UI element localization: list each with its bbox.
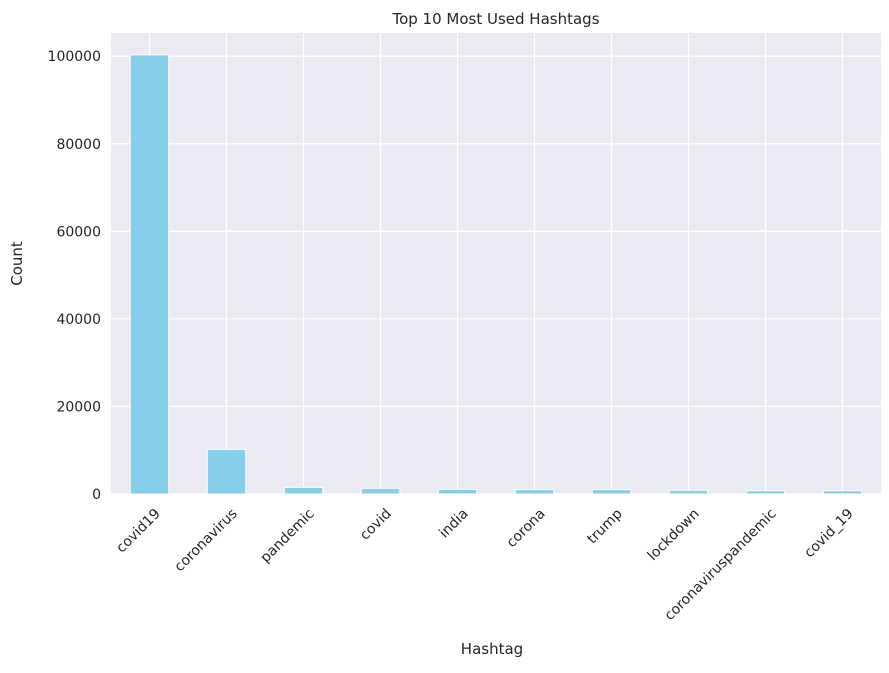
x-tick-label: coronavirus [172, 506, 241, 575]
y-tick-label: 20000 [56, 399, 101, 415]
y-tick-label: 80000 [56, 137, 101, 153]
bar-india [437, 488, 478, 495]
x-tick-label: covid19 [113, 506, 163, 556]
x-tick-label: india [436, 506, 471, 541]
y-tick-label: 0 [92, 487, 101, 503]
plot-background [111, 33, 881, 494]
bar-covid [360, 487, 401, 495]
bar-coronavirus [206, 448, 247, 495]
bar-pandemic [283, 486, 324, 495]
y-tick-labels: 0 20000 40000 60000 80000 100000 [48, 49, 101, 503]
y-tick-label: 60000 [56, 224, 101, 240]
grid-lines [111, 33, 881, 495]
bar-trump [591, 489, 632, 495]
chart-title: Top 10 Most Used Hashtags [391, 10, 599, 28]
bar-covid_19 [822, 490, 863, 495]
x-tick-labels: covid19 coronavirus pandemic covid india coro… [113, 506, 856, 624]
bar-coronaviruspandemic [745, 490, 786, 495]
bars [129, 54, 863, 495]
bar-corona [514, 489, 555, 495]
x-tick-label: covid_19 [801, 506, 856, 561]
bar-covid19 [129, 54, 170, 495]
x-tick-label: trump [584, 506, 626, 548]
x-tick-label: covid [357, 506, 395, 544]
x-tick-label: lockdown [645, 506, 703, 564]
y-tick-label: 100000 [48, 49, 101, 65]
x-tick-label: pandemic [258, 506, 318, 566]
bar-lockdown [668, 489, 709, 495]
y-axis-label: Count [8, 241, 26, 286]
y-tick-label: 40000 [56, 312, 101, 328]
x-axis-label: Hashtag [461, 640, 523, 658]
x-tick-label: corona [504, 506, 549, 551]
